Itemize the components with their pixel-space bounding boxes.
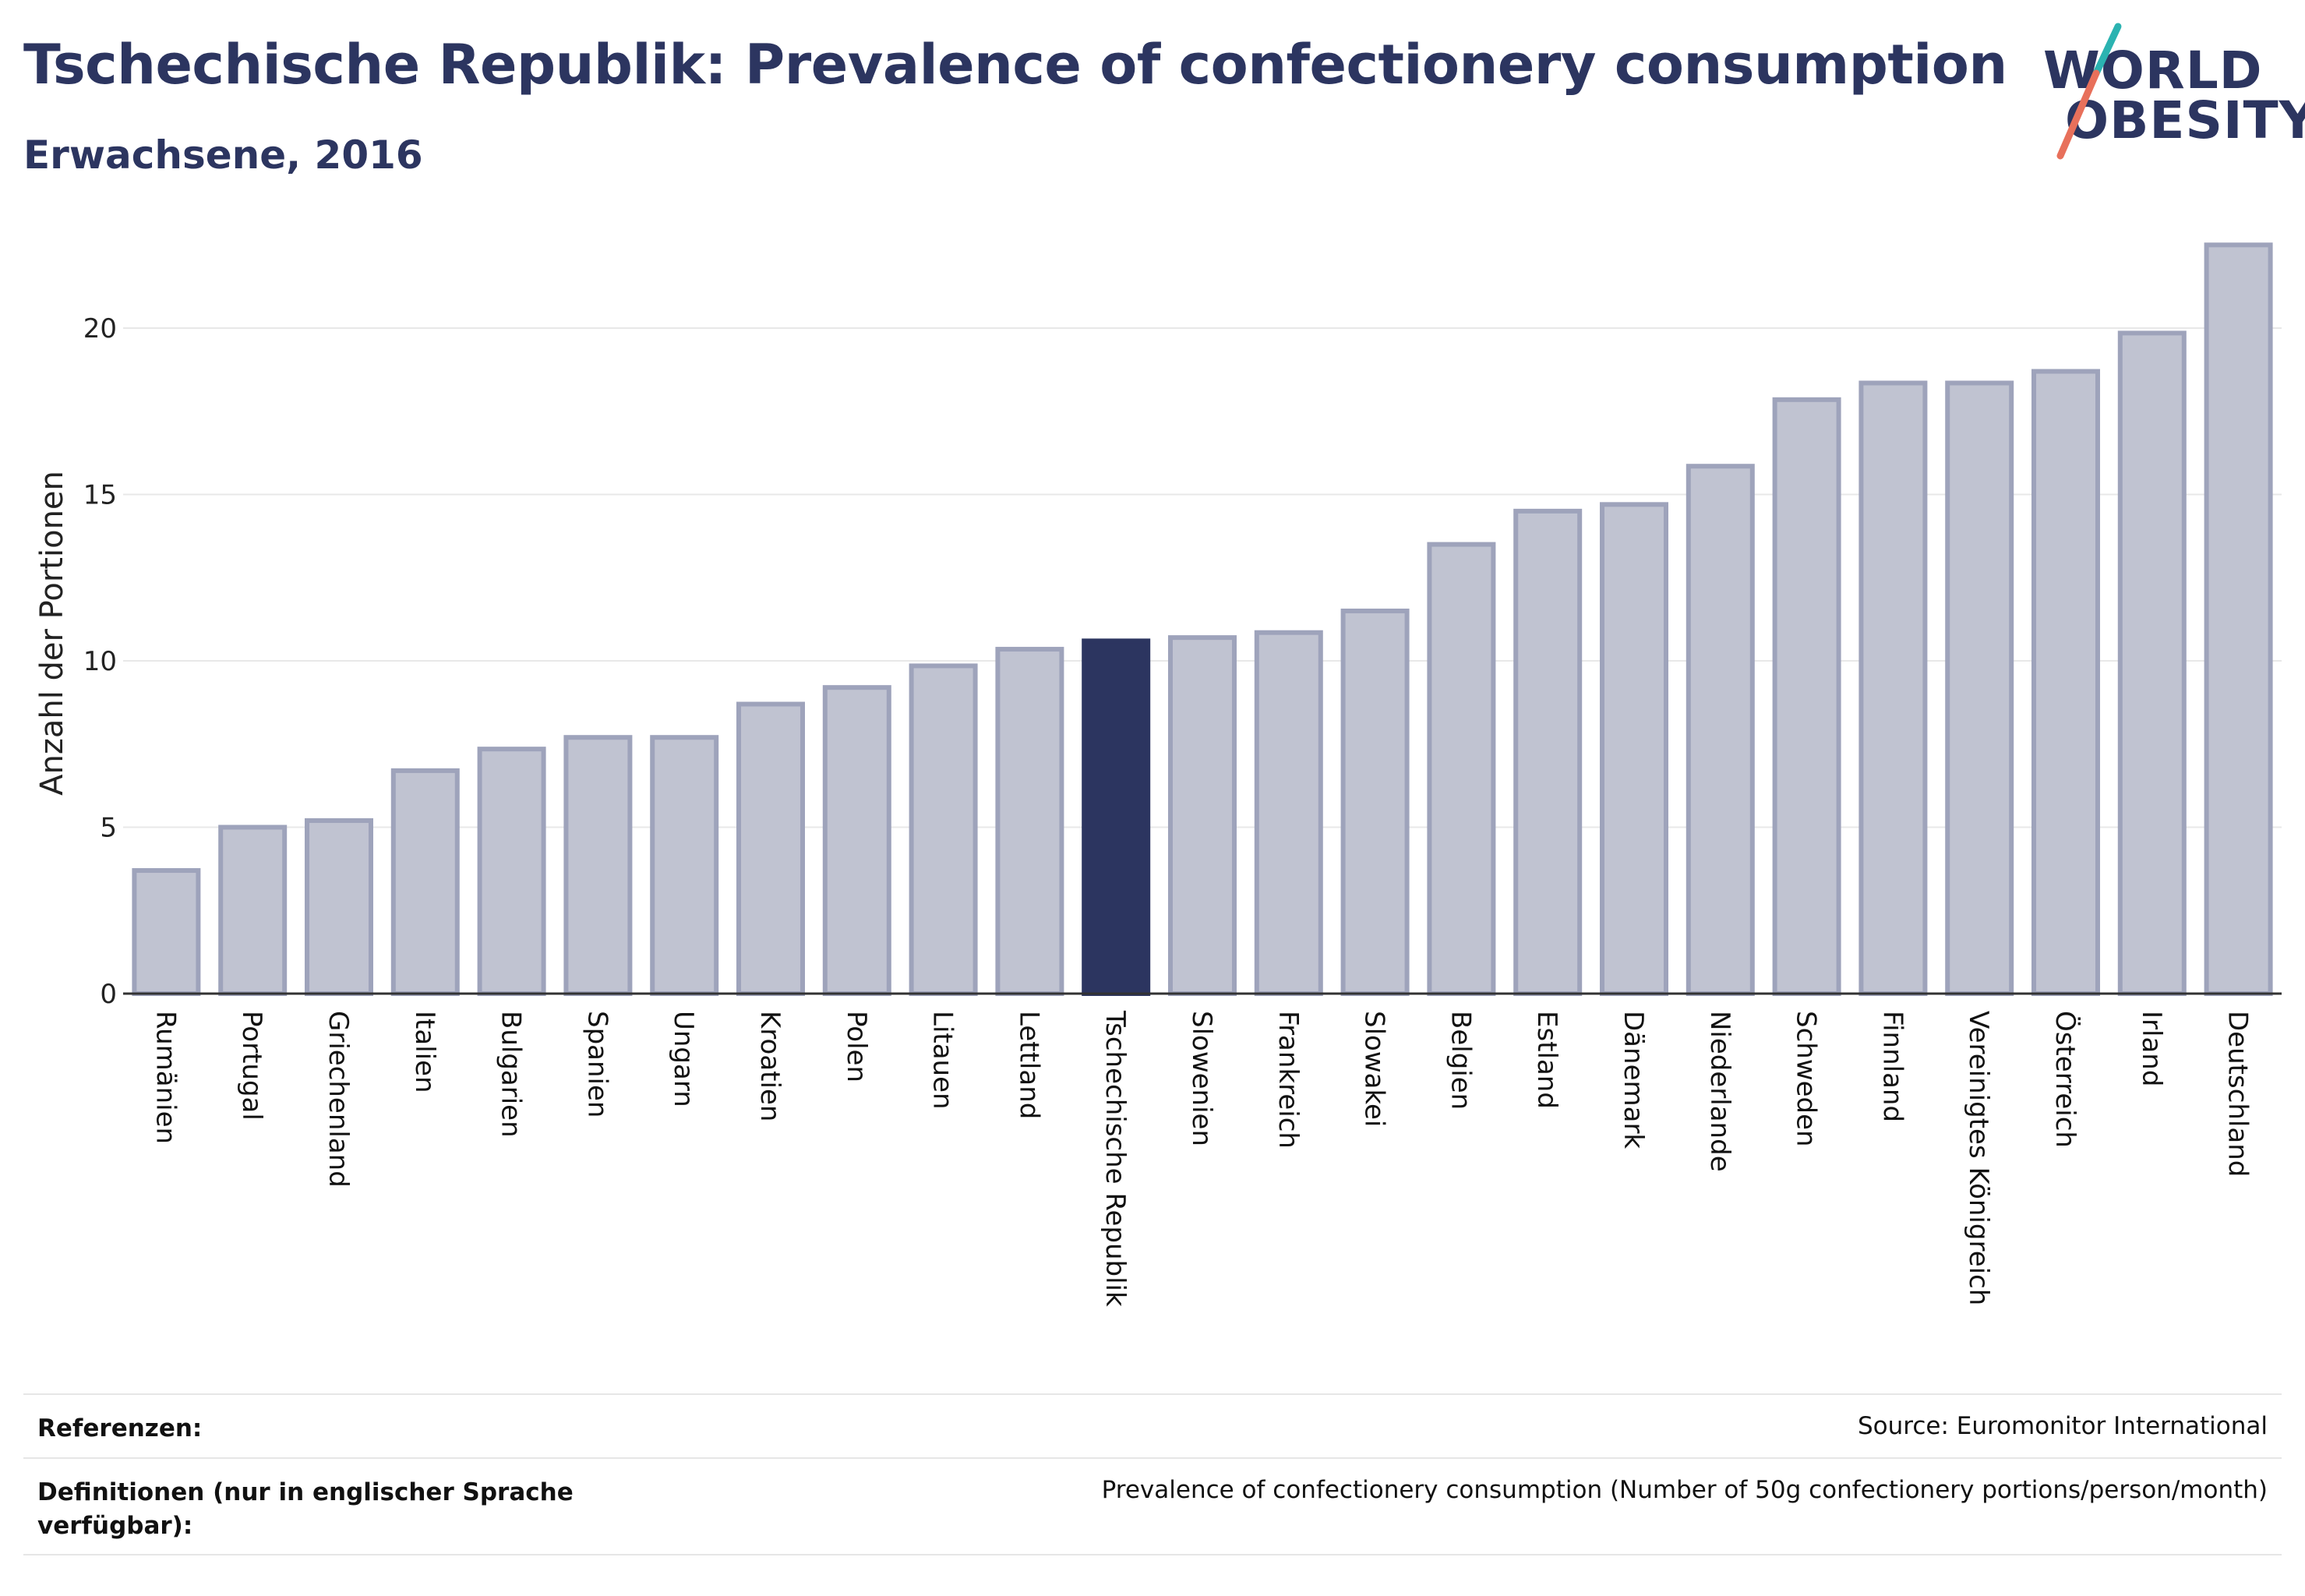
bar xyxy=(995,647,1064,996)
bar xyxy=(1427,542,1496,996)
x-tick-label: Belgien xyxy=(1445,1011,1476,1110)
chart-subtitle: Erwachsene, 2016 xyxy=(23,132,423,178)
references-label: Referenzen: xyxy=(37,1414,203,1442)
bar xyxy=(390,768,460,997)
y-tick-label: 5 xyxy=(100,813,117,844)
bar xyxy=(1254,630,1323,996)
bar xyxy=(650,735,719,996)
x-tick-label: Tschechische Republik xyxy=(1100,1010,1131,1307)
bar xyxy=(1945,380,2014,996)
x-tick-label: Frankreich xyxy=(1273,1011,1304,1149)
x-tick-label: Vereinigtes Königreich xyxy=(1963,1011,1994,1305)
bar xyxy=(822,685,891,996)
definitions-value: Prevalence of confectionery consumption … xyxy=(1101,1476,2268,1504)
bar xyxy=(1858,380,1928,996)
bar-chart: 0 5 10 15 20 Anzahl der Portionen Rumänien Port… xyxy=(34,242,2282,1307)
bar xyxy=(1513,508,1583,996)
x-tick-label: Slowenien xyxy=(1186,1011,1217,1146)
x-tick-label: Estland xyxy=(1531,1011,1562,1109)
x-tick-label: Niederlande xyxy=(1704,1011,1735,1172)
definitions-label: Definitionen (nur in englischer Sprache … xyxy=(37,1478,574,1541)
bar xyxy=(305,817,373,996)
bar xyxy=(477,747,546,996)
logo-text-obesity: OBESITY xyxy=(2065,90,2305,150)
x-tick-label: Dänemark xyxy=(1618,1011,1649,1149)
bar xyxy=(2117,330,2187,997)
x-tick-label: Kroatien xyxy=(754,1011,785,1121)
y-tick-label: 20 xyxy=(83,313,117,344)
x-tick-label: Rumänien xyxy=(150,1011,181,1144)
bar xyxy=(1772,397,1841,996)
references-value: Source: Euromonitor International xyxy=(1857,1412,2268,1440)
bar xyxy=(1686,464,1755,996)
x-tick-label: Slowakei xyxy=(1359,1011,1390,1127)
chart-title: Tschechische Republik: Prevalence of con… xyxy=(23,33,2007,97)
y-tick-label: 15 xyxy=(83,480,117,511)
bar xyxy=(2204,242,2273,996)
x-tick-label: Bulgarien xyxy=(496,1011,527,1138)
bar xyxy=(909,663,978,996)
x-tick-label: Österreich xyxy=(2049,1011,2081,1148)
y-axis-label: Anzahl der Portionen xyxy=(34,471,70,796)
y-tick-label: 10 xyxy=(83,646,117,677)
footer-divider xyxy=(23,1393,2282,1395)
logo-text-world: WORLD xyxy=(2043,41,2263,101)
bar xyxy=(1340,608,1410,997)
x-tick-label: Finnland xyxy=(1876,1011,1908,1122)
footer-divider xyxy=(23,1554,2282,1555)
x-tick-label: Griechenland xyxy=(323,1011,354,1188)
x-tick-label: Polen xyxy=(841,1011,872,1082)
x-tick-label: Schweden xyxy=(1791,1011,1822,1147)
bar xyxy=(2031,369,2100,996)
x-tick-label: Deutschland xyxy=(2222,1011,2254,1177)
x-tick-label: Portugal xyxy=(236,1011,267,1121)
x-tick-label: Italien xyxy=(409,1011,440,1093)
bar xyxy=(132,868,201,997)
bar xyxy=(736,701,805,996)
bar xyxy=(218,824,288,996)
x-tick-label: Ungarn xyxy=(668,1011,699,1107)
x-tick-label: Irland xyxy=(2136,1011,2167,1086)
x-tick-label: Spanien xyxy=(581,1011,612,1118)
y-tick-label: 0 xyxy=(100,979,117,1010)
logo-slash-icon xyxy=(2056,23,2122,160)
bar xyxy=(1082,638,1151,997)
footer-divider xyxy=(23,1457,2282,1459)
x-tick-label: Lettland xyxy=(1013,1011,1044,1119)
bar xyxy=(563,735,633,996)
bar xyxy=(1168,635,1237,996)
bar xyxy=(1600,502,1668,996)
x-tick-label: Litauen xyxy=(927,1011,958,1110)
world-obesity-logo: WORLD OBESITY xyxy=(2034,22,2305,162)
